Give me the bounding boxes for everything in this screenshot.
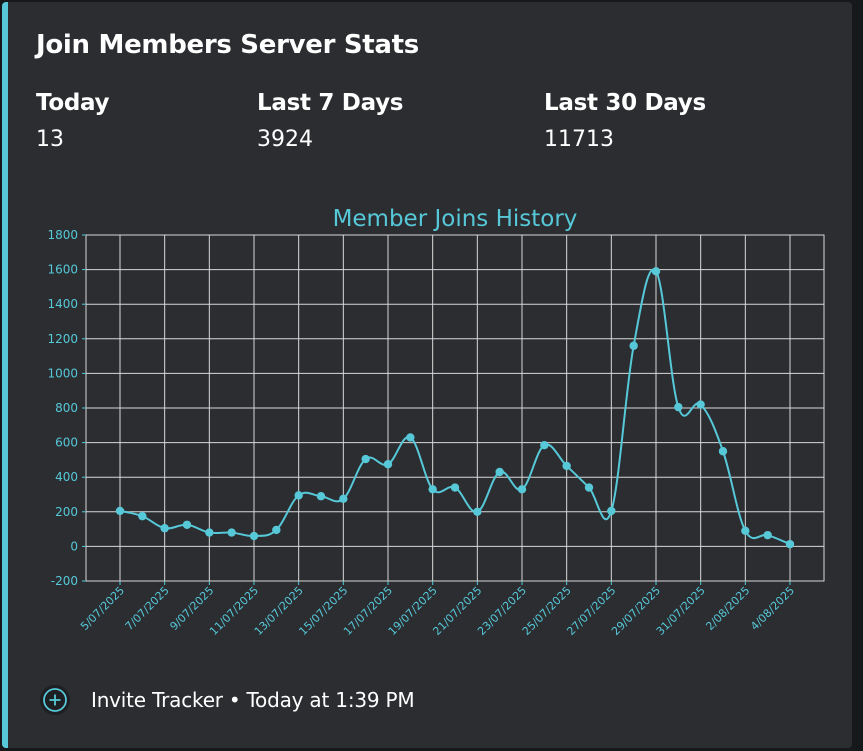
x-tick-label: 2/08/2025 — [703, 584, 752, 633]
data-point — [629, 341, 638, 350]
data-point — [763, 530, 772, 540]
data-point — [227, 528, 236, 537]
stat-last-7-days: Last 7 Days 3924 — [257, 90, 403, 152]
footer-timestamp: Today at 1:39 PM — [246, 688, 415, 712]
stat-last-30-days-label: Last 30 Days — [544, 90, 706, 116]
embed-card: Join Members Server Stats Today 13 Last … — [2, 2, 852, 748]
data-point — [473, 507, 482, 516]
data-point — [741, 526, 750, 536]
chart-title: Member Joins History — [333, 206, 578, 232]
y-tick-label: 800 — [55, 401, 78, 415]
embed-title: Join Members Server Stats — [36, 30, 419, 60]
stat-last-7-days-label: Last 7 Days — [257, 90, 404, 116]
data-point — [584, 483, 594, 492]
data-point — [517, 485, 527, 494]
stat-last-30-days: Last 30 Days 11713 — [544, 90, 706, 152]
data-point — [428, 485, 437, 494]
y-tick-label: 200 — [55, 505, 78, 519]
data-point — [316, 492, 326, 501]
data-point — [160, 524, 169, 533]
data-point — [450, 483, 460, 492]
data-point — [562, 461, 571, 471]
y-tick-label: 1800 — [47, 228, 78, 242]
data-point — [495, 467, 504, 477]
member-joins-chart: Member Joins History -200 0 200 400 600 800 10… — [47, 206, 825, 638]
y-tick-label: 1000 — [47, 366, 78, 380]
stat-today-label: Today — [36, 90, 110, 116]
footer-text: Invite Tracker • Today at 1:39 PM — [91, 688, 415, 712]
embed-accent-bar — [2, 2, 8, 748]
data-point — [294, 491, 303, 500]
data-point — [182, 520, 192, 529]
data-point — [361, 454, 370, 464]
data-point — [205, 528, 214, 537]
data-point — [249, 531, 259, 541]
y-tick-label: 1200 — [47, 332, 78, 346]
y-tick-label: 1400 — [47, 297, 78, 311]
y-tick-label: 1600 — [47, 263, 78, 277]
data-point — [607, 506, 616, 516]
y-tick-label: 600 — [55, 436, 78, 450]
x-tick-label: 4/08/2025 — [748, 584, 797, 633]
y-tick-label: 0 — [70, 539, 78, 553]
data-point — [696, 400, 705, 409]
y-tick-label: -200 — [51, 574, 78, 588]
chart-image[interactable]: Member Joins History -200 0 200 400 600 800 10… — [32, 198, 832, 658]
data-point — [785, 539, 795, 549]
footer-separator: • — [228, 688, 241, 712]
data-point — [383, 460, 393, 469]
x-tick-label: 5/07/2025 — [78, 584, 127, 633]
stat-last-30-days-value: 11713 — [544, 127, 614, 152]
footer-app-name: Invite Tracker — [91, 688, 223, 712]
series-line — [119, 268, 791, 546]
plus-circle-icon[interactable] — [40, 685, 70, 715]
data-point — [718, 447, 728, 456]
stat-today-value: 13 — [36, 127, 64, 152]
embed-footer: Invite Tracker • Today at 1:39 PM — [40, 684, 415, 716]
data-point — [651, 267, 661, 276]
x-tick-label: 7/07/2025 — [123, 584, 172, 633]
data-point — [272, 525, 281, 535]
stat-last-7-days-value: 3924 — [257, 127, 313, 152]
data-point — [339, 494, 348, 504]
data-point — [138, 511, 147, 521]
y-tick-label: 400 — [55, 470, 78, 484]
stat-today: Today 13 — [36, 90, 110, 152]
data-point — [406, 433, 415, 442]
data-point — [540, 440, 549, 450]
data-point — [674, 402, 683, 412]
data-point — [115, 506, 125, 516]
